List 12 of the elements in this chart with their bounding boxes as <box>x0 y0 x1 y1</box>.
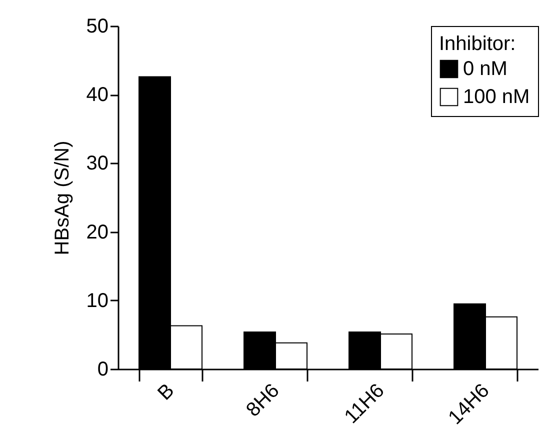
y-tick-label: 10 <box>86 290 108 312</box>
y-tick-label: 0 <box>97 358 108 380</box>
y-tick-label: 30 <box>86 152 108 175</box>
y-tick-label: 40 <box>86 84 108 106</box>
x-tick-label: 8H6 <box>242 380 284 422</box>
legend-label: 100 nM <box>463 86 530 108</box>
y-axis-title: HBsAg (S/N) <box>51 140 74 256</box>
y-tick-label: 50 <box>86 16 108 38</box>
y-tick-label: 20 <box>86 221 108 244</box>
legend-title: Inhibitor: <box>439 33 516 55</box>
x-tick-label: B <box>154 380 179 405</box>
legend-label: 0 nM <box>463 58 508 80</box>
